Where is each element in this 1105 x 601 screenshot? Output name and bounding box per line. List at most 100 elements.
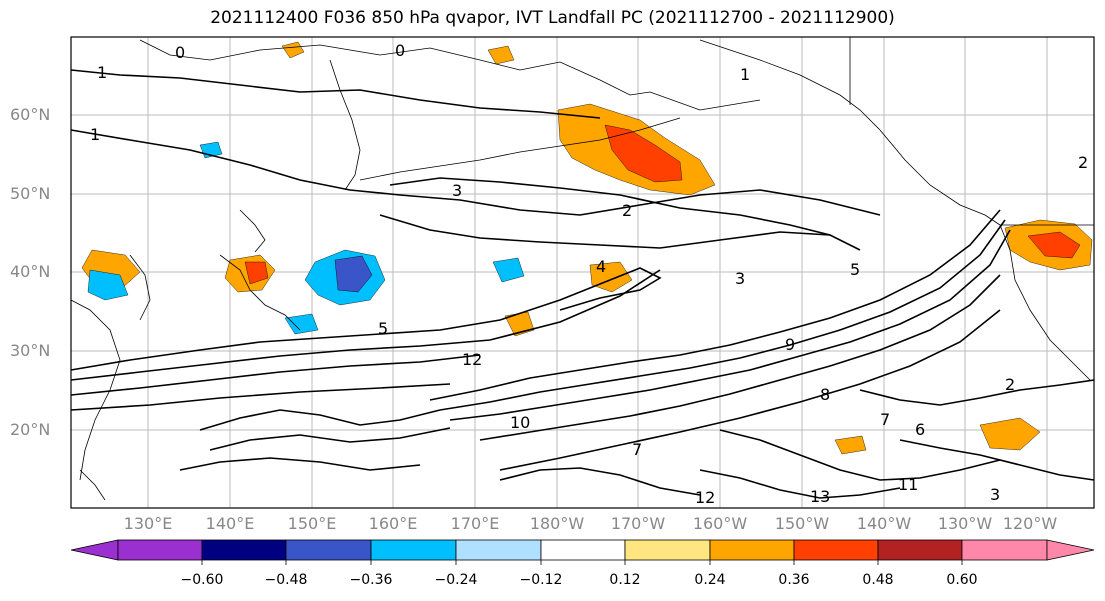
shading-westcoast-red [1027,231,1081,259]
lon-label-120w: 120°W [1002,514,1058,533]
contour-east-1 [719,429,1001,481]
shading-japan-darkblue [334,255,373,293]
colorbar-tick-label: 0.12 [609,572,641,588]
colorbar-tick-label: −0.48 [264,572,308,588]
colorbar-swatch [370,539,457,561]
coast-aleutians [359,117,681,181]
shading-small-orange-2 [487,45,515,65]
contour-east-4 [899,439,1095,481]
contour-ar-3 [449,229,1011,421]
contour-south-4 [499,467,701,496]
contour-label: 5 [378,319,388,338]
lon-label-180w: 180°W [529,514,585,533]
colorbar-tick-label: −0.60 [180,572,224,588]
map-frame [70,36,1095,509]
contour-label: 6 [915,420,925,439]
contour-label: 1 [740,65,750,84]
colorbar-tick-label: −0.12 [519,572,563,588]
contour-1 [70,69,601,119]
colorbar-swatch [540,539,626,561]
shading-small-orange-1 [281,41,305,59]
contour-3 [389,177,861,251]
contour-label: 12 [695,488,715,507]
colorbar-low-extend [70,539,119,561]
colorbar-swatch [117,539,203,561]
shading-small-blue-3 [284,313,319,335]
lon-label-160w: 160°W [692,514,748,533]
contour-ar-5 [499,309,1001,471]
shading-honshu-red [244,261,269,285]
contour-ar-2 [439,219,1006,411]
lon-label-170w: 170°W [610,514,666,533]
colorbar-tick-label: 0.60 [946,572,978,588]
contour-2 [70,129,881,216]
colorbar-tick-label: −0.24 [434,572,478,588]
coast-korea [129,254,151,321]
plot-title: 2021112400 F036 850 hPa qvapor, IVT Land… [210,8,895,28]
colorbar-swatch [709,539,795,561]
contour-label-group: 0 0 1 1 3 2 4 5 5 3 2 12 10 9 8 7 6 13 1… [90,41,1088,507]
coast-kamchatka [329,59,361,191]
contour-ar-1 [429,209,1001,401]
colorbar-swatch [793,539,879,561]
lon-label-160e: 160°E [368,514,418,533]
contour-label: 4 [596,257,606,276]
contour-south-3 [179,457,421,471]
colorbar-tick-label: 0.48 [862,572,894,588]
lon-label-130w: 130°W [937,514,993,533]
contour-label: 12 [462,350,482,369]
contour-east-3 [859,379,1095,406]
lon-label-140w: 140°W [856,514,912,533]
lon-label-170e: 170°E [450,514,500,533]
coast-japan [219,254,301,331]
contour-label: 3 [990,485,1000,504]
coast-hokkaido [239,209,266,253]
colorbar-tick-label: 0.36 [778,572,810,588]
contour-label: 1 [90,125,100,144]
colorbar-swatch [201,539,287,561]
contour-label: 3 [735,269,745,288]
shading-bering-red [604,124,683,183]
colorbar-swatch [285,539,372,561]
coast-na-west [999,224,1091,381]
lat-label-20n: 20°N [10,420,51,439]
colorbar-swatch [455,539,542,561]
colorbar-swatch [624,539,711,561]
coast-siberia [139,39,761,111]
shading-small-orange-4 [834,435,867,455]
contour-label: 2 [622,201,632,220]
colorbar-tick-label: −0.36 [349,572,393,588]
colorbar-swatch [877,539,963,561]
lat-label-60n: 60°N [10,105,51,124]
contour-label: 9 [785,335,795,354]
contour-label: 0 [395,41,405,60]
contour-label: 2 [1078,153,1088,172]
contour-south-1 [199,409,441,431]
lat-label-50n: 50°N [10,184,51,203]
lon-label-130e: 130°E [123,514,173,533]
contour-5 [70,267,662,371]
contour-7 [70,354,481,396]
lon-label-140e: 140°E [205,514,255,533]
shading-small-blue-1 [492,257,525,283]
contour-8 [70,383,451,411]
lon-label-150w: 150°W [774,514,830,533]
lat-label-40n: 40°N [10,262,51,281]
contour-6 [70,269,661,381]
contour-label: 8 [820,385,830,404]
ivt-contours [70,69,1095,499]
contour-east-2 [699,469,901,499]
contour-label: 2 [1005,375,1015,394]
colorbar-swatch [961,539,1048,561]
contour-4 [379,214,831,249]
contour-label: 13 [810,487,830,506]
contour-label: 11 [898,475,918,494]
lat-label-30n: 30°N [10,341,51,360]
coast-philippines [79,469,106,501]
contour-label: 3 [452,181,462,200]
contour-label: 10 [510,413,530,432]
colorbar-high-extend [1046,539,1095,561]
contour-label: 7 [880,410,890,429]
shading-east-asia-blue [87,269,129,301]
